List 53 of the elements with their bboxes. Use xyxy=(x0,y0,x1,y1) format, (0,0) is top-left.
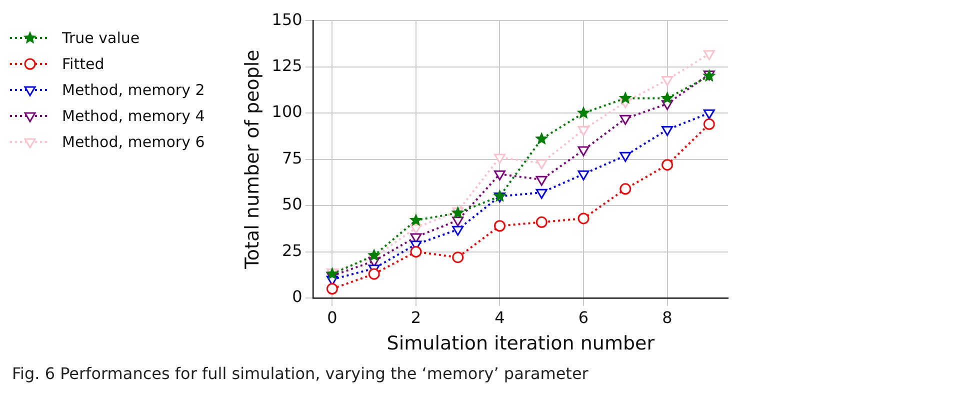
x-tick-label: 2 xyxy=(410,308,422,327)
x-tick-label: 0 xyxy=(327,308,338,327)
point xyxy=(703,109,715,120)
point xyxy=(368,250,380,260)
x-tick-label: 6 xyxy=(578,308,589,327)
point xyxy=(452,252,464,264)
point xyxy=(536,216,548,228)
point xyxy=(452,216,464,227)
legend-label: Method, memory 2 xyxy=(62,81,205,99)
point xyxy=(578,107,589,118)
legend-label: Method, memory 4 xyxy=(62,107,205,125)
caption: Fig. 6 Performances for full simulation, varying the ‘memory’ parameter xyxy=(12,364,590,383)
x-tick-label: 8 xyxy=(662,308,672,327)
point xyxy=(368,268,380,280)
point xyxy=(536,176,548,186)
point xyxy=(662,159,674,171)
point xyxy=(662,126,674,136)
point xyxy=(536,159,548,170)
point xyxy=(494,154,506,164)
point xyxy=(578,126,590,136)
point xyxy=(578,212,590,224)
y-tick-label: 50 xyxy=(282,194,302,214)
point xyxy=(410,246,422,258)
point xyxy=(536,188,548,199)
point xyxy=(326,283,338,295)
point xyxy=(703,50,715,60)
x-axis-title: Simulation iteration number xyxy=(386,332,655,355)
y-tick-label: 0 xyxy=(292,287,302,306)
point xyxy=(662,92,673,104)
point xyxy=(620,183,632,195)
point xyxy=(662,76,674,86)
point xyxy=(452,226,464,236)
point xyxy=(620,114,632,125)
legend-label: Method, memory 6 xyxy=(62,133,205,151)
y-tick-label: 125 xyxy=(272,56,302,75)
point xyxy=(620,92,631,104)
point xyxy=(536,133,548,144)
y-axis-title: Total number of people xyxy=(241,50,264,270)
legend-label: Fitted xyxy=(62,55,104,73)
y-tick-label: 25 xyxy=(282,240,302,260)
point xyxy=(494,170,506,180)
point xyxy=(578,146,590,156)
y-tick-label: 75 xyxy=(282,148,302,168)
point xyxy=(620,152,632,162)
x-tick-label: 4 xyxy=(494,308,505,327)
point xyxy=(494,220,506,232)
y-tick-label: 150 xyxy=(272,10,302,29)
point xyxy=(703,118,715,130)
y-tick-label: 100 xyxy=(272,102,302,122)
legend-label: True value xyxy=(62,29,140,47)
point xyxy=(410,214,422,226)
point xyxy=(410,224,422,234)
point xyxy=(578,170,590,180)
